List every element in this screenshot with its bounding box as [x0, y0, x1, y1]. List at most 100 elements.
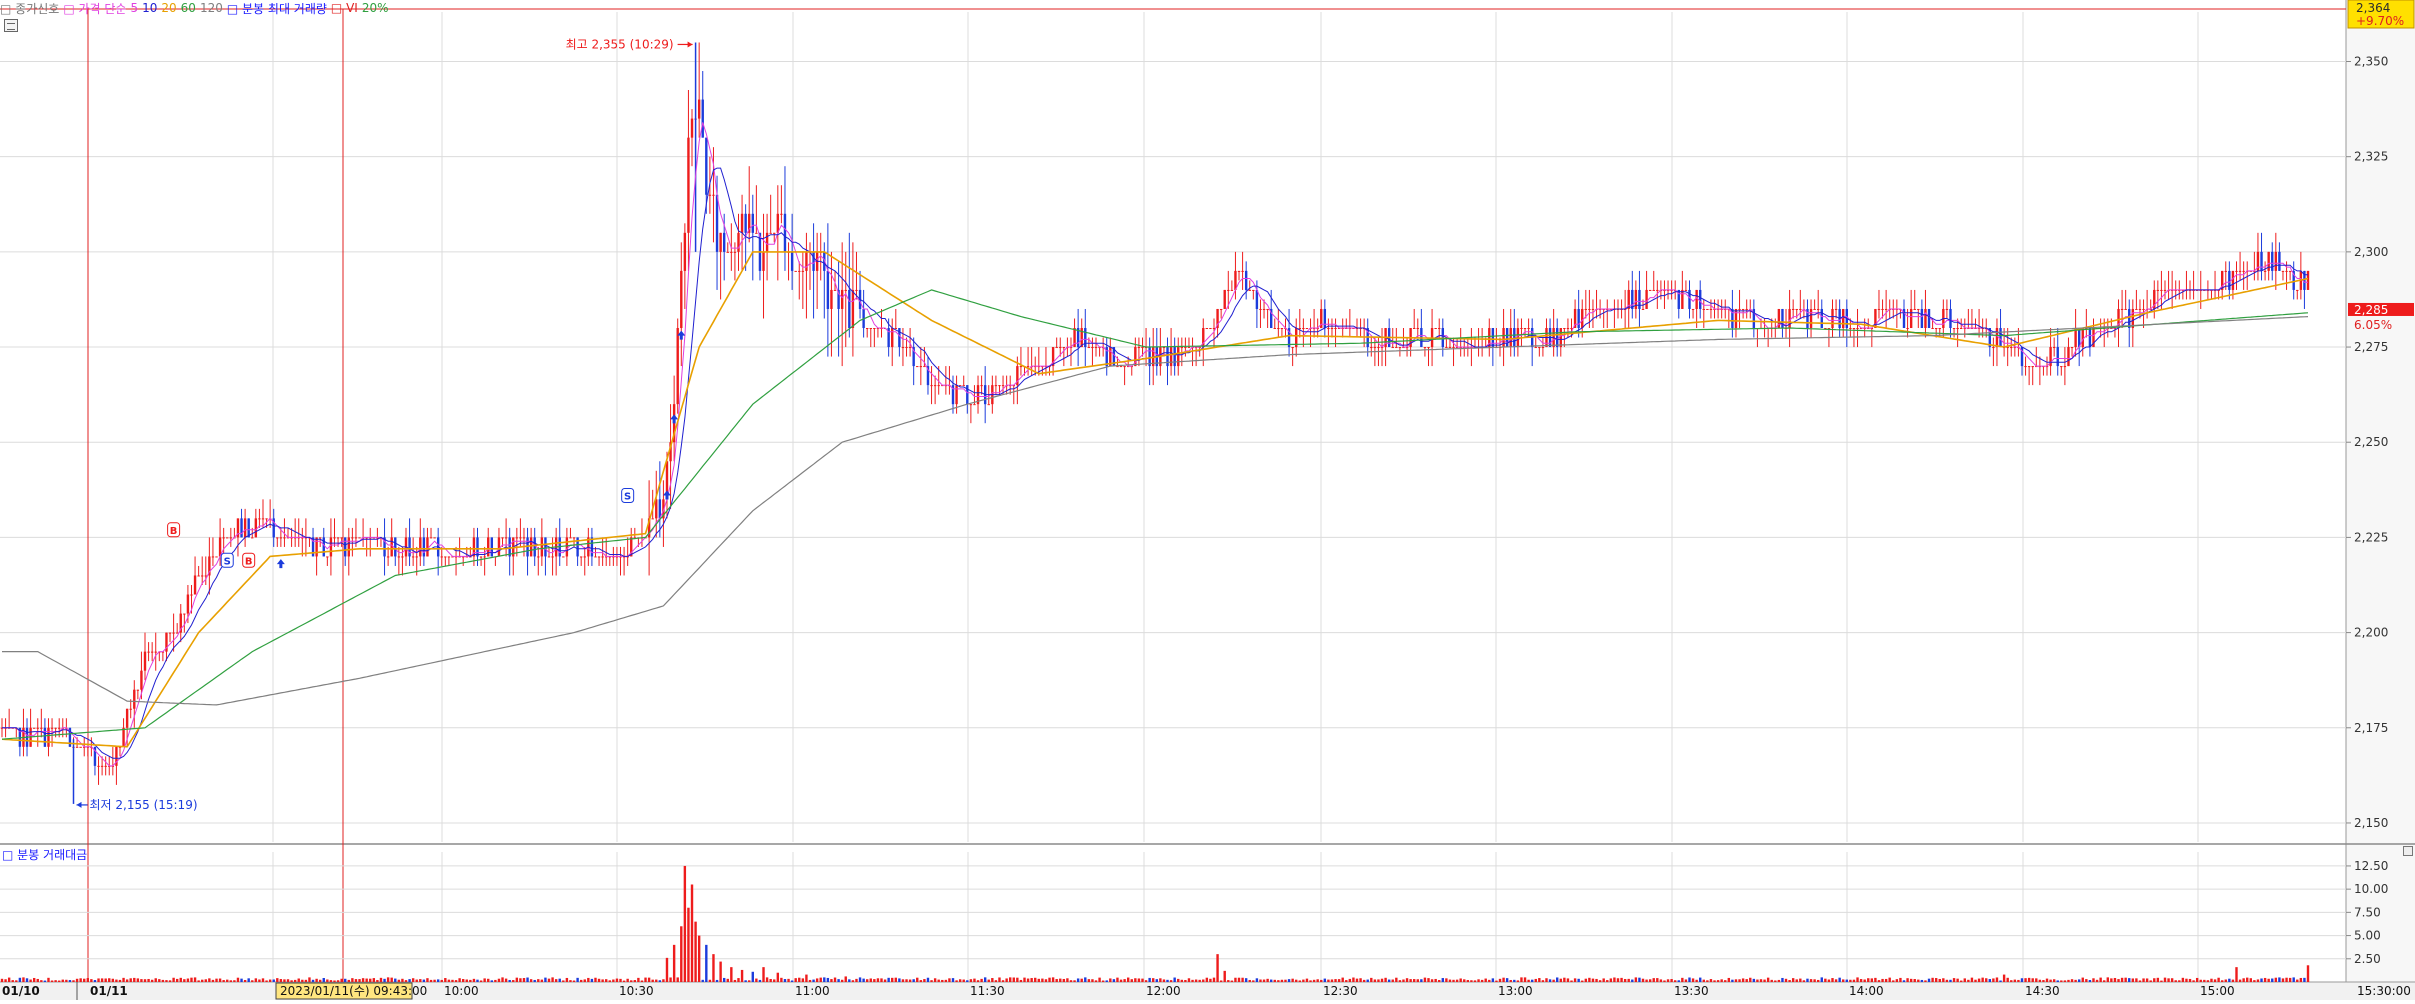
candle-up: [1881, 308, 1884, 310]
candle-up: [304, 537, 308, 539]
volume-bar: [976, 980, 980, 982]
volume-bar: [247, 978, 250, 982]
volume-panel-title[interactable]: □ 분봉 거래대금: [2, 848, 88, 862]
volume-tick-label: 2.50: [2354, 952, 2381, 966]
candle-up: [1277, 328, 1280, 330]
volume-bar: [948, 978, 951, 982]
volume-bar: [1223, 970, 1226, 982]
candle-up: [726, 251, 729, 253]
volume-bar: [2085, 979, 2088, 982]
volume-bar: [812, 979, 815, 982]
candle-up: [433, 537, 436, 539]
volume-bar: [1677, 980, 1680, 982]
candle-up: [215, 556, 218, 558]
candle-up: [1405, 347, 1409, 349]
y-tick-label: 2,200: [2354, 626, 2388, 640]
candle-up: [579, 556, 583, 558]
volume-bar: [748, 980, 751, 982]
volume-bar: [215, 978, 218, 982]
candle-up: [447, 556, 451, 558]
candle-up: [1816, 308, 1820, 310]
candle-up: [1502, 328, 1505, 348]
volume-bar: [1963, 978, 1966, 982]
candle-up: [1831, 308, 1834, 329]
volume-bar: [186, 978, 190, 982]
volume-bar: [901, 979, 905, 982]
volume-tick-label: 7.50: [2354, 905, 2381, 919]
legend-volume[interactable]: □ 분봉 최대 거래량: [226, 1, 327, 16]
candle-up: [340, 537, 343, 539]
volume-bar: [183, 979, 186, 982]
candle-up: [429, 537, 433, 539]
volume-bar: [1992, 978, 1995, 982]
volume-bar: [2192, 980, 2195, 982]
candle-up: [748, 213, 751, 233]
candle-up: [211, 556, 215, 558]
candle-down: [422, 537, 426, 557]
candle-up: [479, 556, 483, 558]
collapse-icon[interactable]: [2403, 846, 2413, 856]
volume-bar: [361, 978, 365, 982]
volume-bar: [869, 978, 872, 982]
candle-up: [401, 556, 404, 558]
volume-bar: [1874, 977, 1877, 982]
candle-up: [1581, 308, 1584, 329]
volume-bar: [2174, 980, 2177, 982]
volume-bar: [1109, 978, 1112, 982]
volume-bar: [572, 980, 576, 982]
candle-down: [701, 99, 704, 138]
volume-bar: [2024, 978, 2027, 982]
volume-bar: [1420, 979, 1423, 982]
x-tick-label: 15:00: [2200, 984, 2235, 998]
volume-bar: [2135, 978, 2138, 982]
volume-bar: [579, 979, 583, 982]
volume-bar: [476, 979, 479, 982]
candle-up: [1934, 328, 1938, 330]
candle-up: [229, 537, 233, 539]
volume-bar: [697, 935, 701, 982]
legend-vi[interactable]: □ VI: [330, 1, 358, 15]
volume-bar: [2010, 980, 2013, 982]
volume-bar: [933, 978, 937, 982]
candle-up: [2092, 328, 2095, 348]
volume-bar: [150, 979, 154, 982]
candle-up: [976, 385, 980, 405]
candle-up: [1416, 328, 1419, 330]
volume-bar: [1094, 980, 1098, 982]
high-label: 최고 2,355 (10:29): [566, 37, 674, 51]
candle-up: [998, 385, 1001, 387]
volume-bar: [2224, 979, 2227, 982]
candle-up: [794, 270, 797, 272]
candle-up: [1566, 328, 1570, 330]
volume-bar: [655, 979, 658, 982]
legend-ma[interactable]: □ 가격 단순: [63, 1, 127, 16]
candle-up: [1977, 328, 1981, 330]
settings-icon[interactable]: [4, 19, 18, 32]
candle-up: [1706, 308, 1709, 310]
candle-up: [762, 251, 765, 271]
volume-bar: [311, 979, 315, 982]
volume-bar: [147, 978, 150, 982]
candle-down: [311, 537, 315, 557]
candle-up: [1824, 328, 1827, 330]
candle-up: [1355, 328, 1359, 330]
volume-bar: [2124, 977, 2127, 982]
candle-up: [419, 537, 422, 557]
candle-up: [1463, 347, 1466, 349]
volume-bar: [1334, 979, 1337, 982]
candle-up: [258, 518, 261, 520]
volume-bar: [1752, 978, 1756, 982]
volume-bar: [1005, 978, 1008, 982]
legend-signal[interactable]: □ 종가신호: [0, 1, 60, 16]
last-price-change: 6.05%: [2354, 318, 2392, 332]
candle-up: [980, 385, 983, 387]
volume-bar: [2120, 977, 2124, 982]
volume-bar: [1327, 979, 1330, 982]
volume-bar: [1538, 978, 1541, 982]
candle-up: [1055, 347, 1058, 349]
volume-bar: [705, 944, 708, 982]
volume-bar: [265, 980, 268, 982]
candle-down: [823, 251, 826, 271]
volume-bar: [2210, 978, 2213, 982]
y-tick-label: 2,225: [2354, 530, 2388, 544]
